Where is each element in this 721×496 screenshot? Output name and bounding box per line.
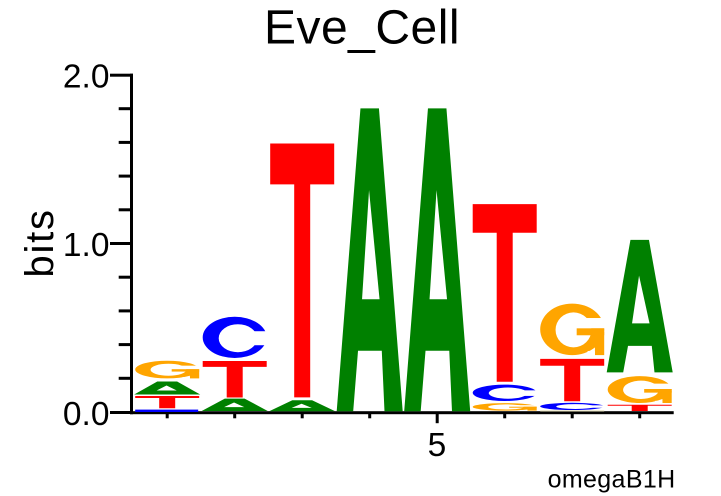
svg-text:5: 5 — [428, 427, 447, 464]
svg-text:0.0: 0.0 — [63, 396, 110, 433]
svg-text:Eve_Cell: Eve_Cell — [264, 2, 460, 55]
svg-text:omegaB1H: omegaB1H — [548, 466, 676, 494]
svg-text:2.0: 2.0 — [63, 58, 110, 95]
svg-text:bits: bits — [18, 208, 62, 277]
svg-text:1.0: 1.0 — [63, 227, 110, 264]
